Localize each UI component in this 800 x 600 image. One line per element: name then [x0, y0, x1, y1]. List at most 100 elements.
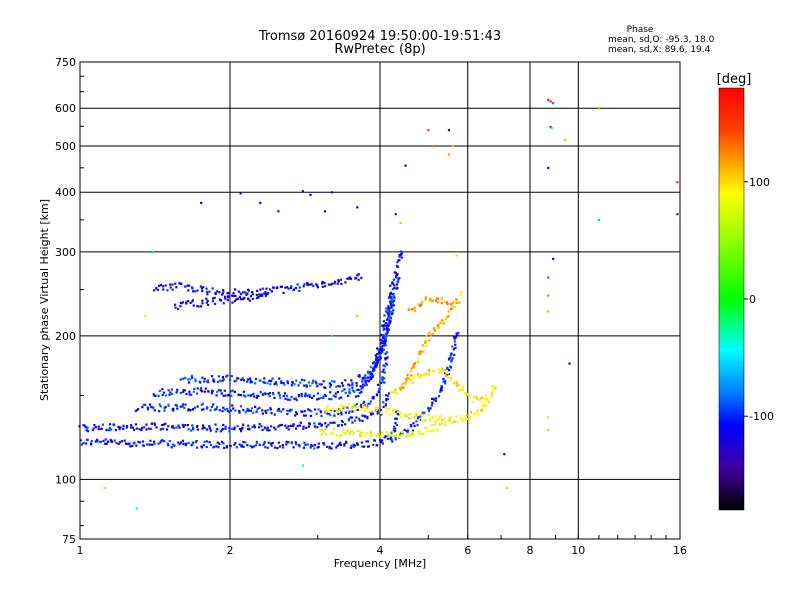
- data-point: [439, 390, 442, 393]
- data-point: [295, 443, 298, 446]
- data-point: [141, 440, 145, 443]
- data-point: [368, 402, 371, 405]
- data-point: [131, 444, 134, 448]
- data-point: [316, 392, 320, 395]
- data-point: [213, 296, 216, 300]
- data-point: [330, 407, 333, 411]
- data-point: [222, 394, 225, 397]
- data-point: [242, 379, 246, 382]
- data-point: [225, 446, 229, 449]
- data-point: [404, 164, 407, 167]
- data-point: [426, 413, 430, 417]
- data-point: [405, 377, 408, 381]
- data-point: [390, 305, 393, 308]
- data-point: [369, 373, 372, 376]
- data-point: [262, 381, 265, 384]
- data-point: [392, 278, 396, 281]
- data-point: [456, 334, 459, 337]
- data-point: [380, 381, 383, 385]
- x-tick-label: 4: [377, 544, 384, 557]
- data-point: [444, 372, 447, 375]
- data-point: [486, 399, 489, 402]
- data-point: [390, 296, 393, 299]
- data-point: [292, 446, 295, 449]
- data-point: [382, 333, 385, 337]
- data-point: [172, 409, 175, 412]
- data-point: [339, 385, 342, 388]
- data-point: [400, 433, 403, 437]
- data-point: [441, 319, 444, 322]
- data-point: [151, 443, 154, 446]
- data-point: [369, 377, 373, 381]
- data-point: [204, 387, 207, 390]
- data-point: [382, 324, 385, 327]
- data-point: [220, 392, 223, 395]
- data-point: [167, 403, 170, 406]
- data-point: [366, 406, 369, 409]
- data-point: [287, 441, 290, 444]
- data-point: [301, 190, 305, 193]
- data-point: [375, 433, 378, 436]
- data-point: [202, 408, 205, 411]
- data-point: [349, 446, 352, 449]
- data-point: [100, 427, 103, 431]
- data-point: [332, 407, 335, 410]
- data-point: [455, 380, 458, 384]
- data-point: [376, 352, 379, 356]
- data-point: [449, 365, 452, 368]
- data-point: [417, 352, 421, 355]
- data-point: [110, 439, 113, 443]
- data-point: [190, 374, 193, 377]
- data-point: [211, 297, 215, 300]
- data-point: [361, 376, 364, 380]
- data-point: [273, 382, 276, 386]
- data-point: [215, 408, 218, 411]
- data-point: [388, 296, 391, 299]
- data-point: [443, 300, 447, 303]
- data-point: [464, 393, 468, 396]
- data-point: [428, 418, 431, 421]
- data-point: [307, 381, 310, 384]
- data-point: [563, 138, 567, 142]
- data-point: [280, 381, 283, 385]
- data-point: [117, 442, 120, 446]
- data-point: [206, 293, 209, 296]
- data-point: [95, 440, 98, 443]
- data-point: [163, 406, 166, 410]
- data-point: [171, 288, 174, 291]
- data-point: [493, 387, 496, 391]
- data-point: [253, 424, 256, 427]
- data-point: [312, 394, 316, 397]
- data-point: [406, 434, 409, 437]
- data-point: [376, 406, 379, 410]
- data-point: [380, 352, 383, 355]
- data-point: [201, 376, 204, 379]
- data-point: [233, 428, 236, 431]
- data-point: [451, 306, 454, 309]
- data-point: [232, 292, 235, 295]
- data-point: [447, 358, 451, 361]
- data-point: [386, 437, 389, 440]
- data-point: [550, 127, 554, 130]
- data-point: [435, 428, 438, 431]
- data-point: [437, 301, 440, 304]
- data-point: [381, 436, 384, 439]
- data-point: [360, 408, 363, 411]
- data-point: [455, 384, 459, 387]
- y-tick-label: 200: [55, 330, 76, 343]
- data-point: [383, 365, 387, 368]
- data-point: [386, 363, 389, 366]
- data-point: [282, 446, 285, 449]
- data-point: [114, 429, 117, 432]
- data-point: [270, 290, 273, 293]
- data-point: [287, 425, 290, 428]
- data-point: [547, 276, 550, 279]
- data-point: [253, 445, 256, 448]
- data-point: [433, 370, 436, 373]
- data-point: [242, 423, 245, 426]
- data-point: [552, 257, 555, 261]
- data-point: [389, 291, 392, 294]
- data-point: [325, 425, 328, 428]
- data-point: [460, 417, 463, 420]
- data-point: [135, 427, 138, 430]
